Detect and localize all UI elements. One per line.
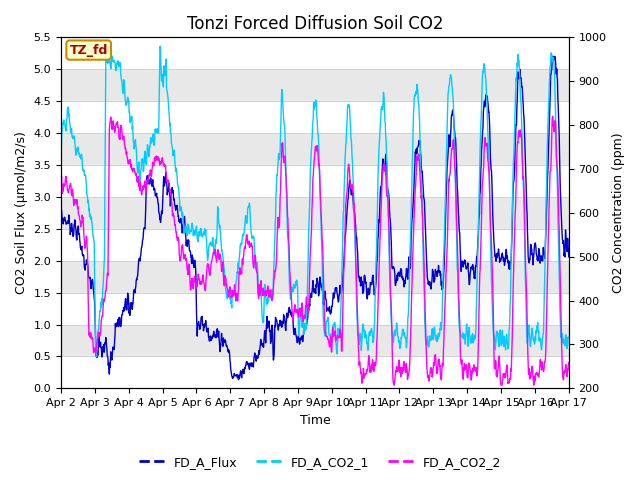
Bar [61,37,569,69]
Title: Tonzi Forced Diffusion Soil CO2: Tonzi Forced Diffusion Soil CO2 [187,15,443,33]
Bar [61,293,569,324]
Bar [61,357,569,388]
Bar [61,165,569,197]
X-axis label: Time: Time [300,414,330,427]
Y-axis label: CO2 Concentration (ppm): CO2 Concentration (ppm) [612,132,625,293]
Y-axis label: CO2 Soil Flux (μmol/m2/s): CO2 Soil Flux (μmol/m2/s) [15,132,28,294]
Bar [61,229,569,261]
Legend: FD_A_Flux, FD_A_CO2_1, FD_A_CO2_2: FD_A_Flux, FD_A_CO2_1, FD_A_CO2_2 [134,451,506,474]
Bar [61,101,569,133]
Text: TZ_fd: TZ_fd [70,44,108,57]
